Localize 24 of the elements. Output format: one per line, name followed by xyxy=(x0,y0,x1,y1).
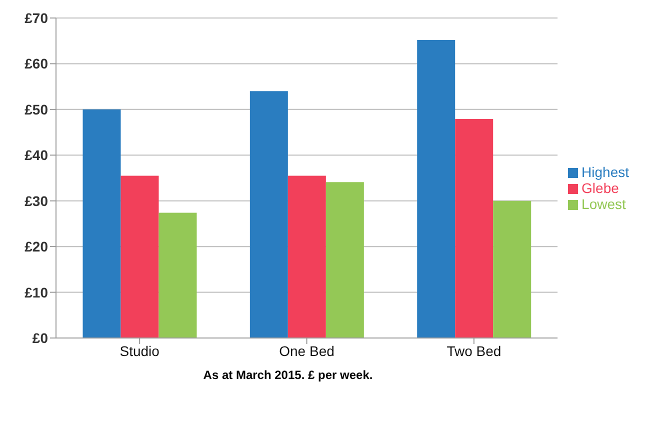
x-tick-label: Two Bed xyxy=(446,342,502,359)
y-tick-label: £10 xyxy=(24,284,48,300)
y-tick-label: £0 xyxy=(32,330,48,346)
legend-label: Highest xyxy=(582,164,629,180)
y-tick-label: £70 xyxy=(24,10,48,26)
y-tick-label: £30 xyxy=(24,192,48,209)
y-tick-label: £60 xyxy=(24,56,48,72)
legend-label: Lowest xyxy=(582,196,626,212)
bar xyxy=(82,109,121,338)
bar xyxy=(417,40,456,338)
x-tick-label: Studio xyxy=(120,342,160,359)
x-tick-label: One Bed xyxy=(279,342,334,359)
text: As at March 2015. £ per week. xyxy=(202,368,374,382)
bar xyxy=(250,91,288,338)
legend-label: Glebe xyxy=(582,180,619,196)
bar xyxy=(326,182,364,338)
bar xyxy=(158,212,197,338)
y-tick-label: £20 xyxy=(24,238,48,255)
bar xyxy=(455,119,494,338)
bar xyxy=(288,176,326,338)
y-tick-label: £40 xyxy=(24,147,48,164)
bar xyxy=(493,200,532,338)
y-tick-label: £50 xyxy=(24,101,48,118)
bar xyxy=(120,176,159,338)
